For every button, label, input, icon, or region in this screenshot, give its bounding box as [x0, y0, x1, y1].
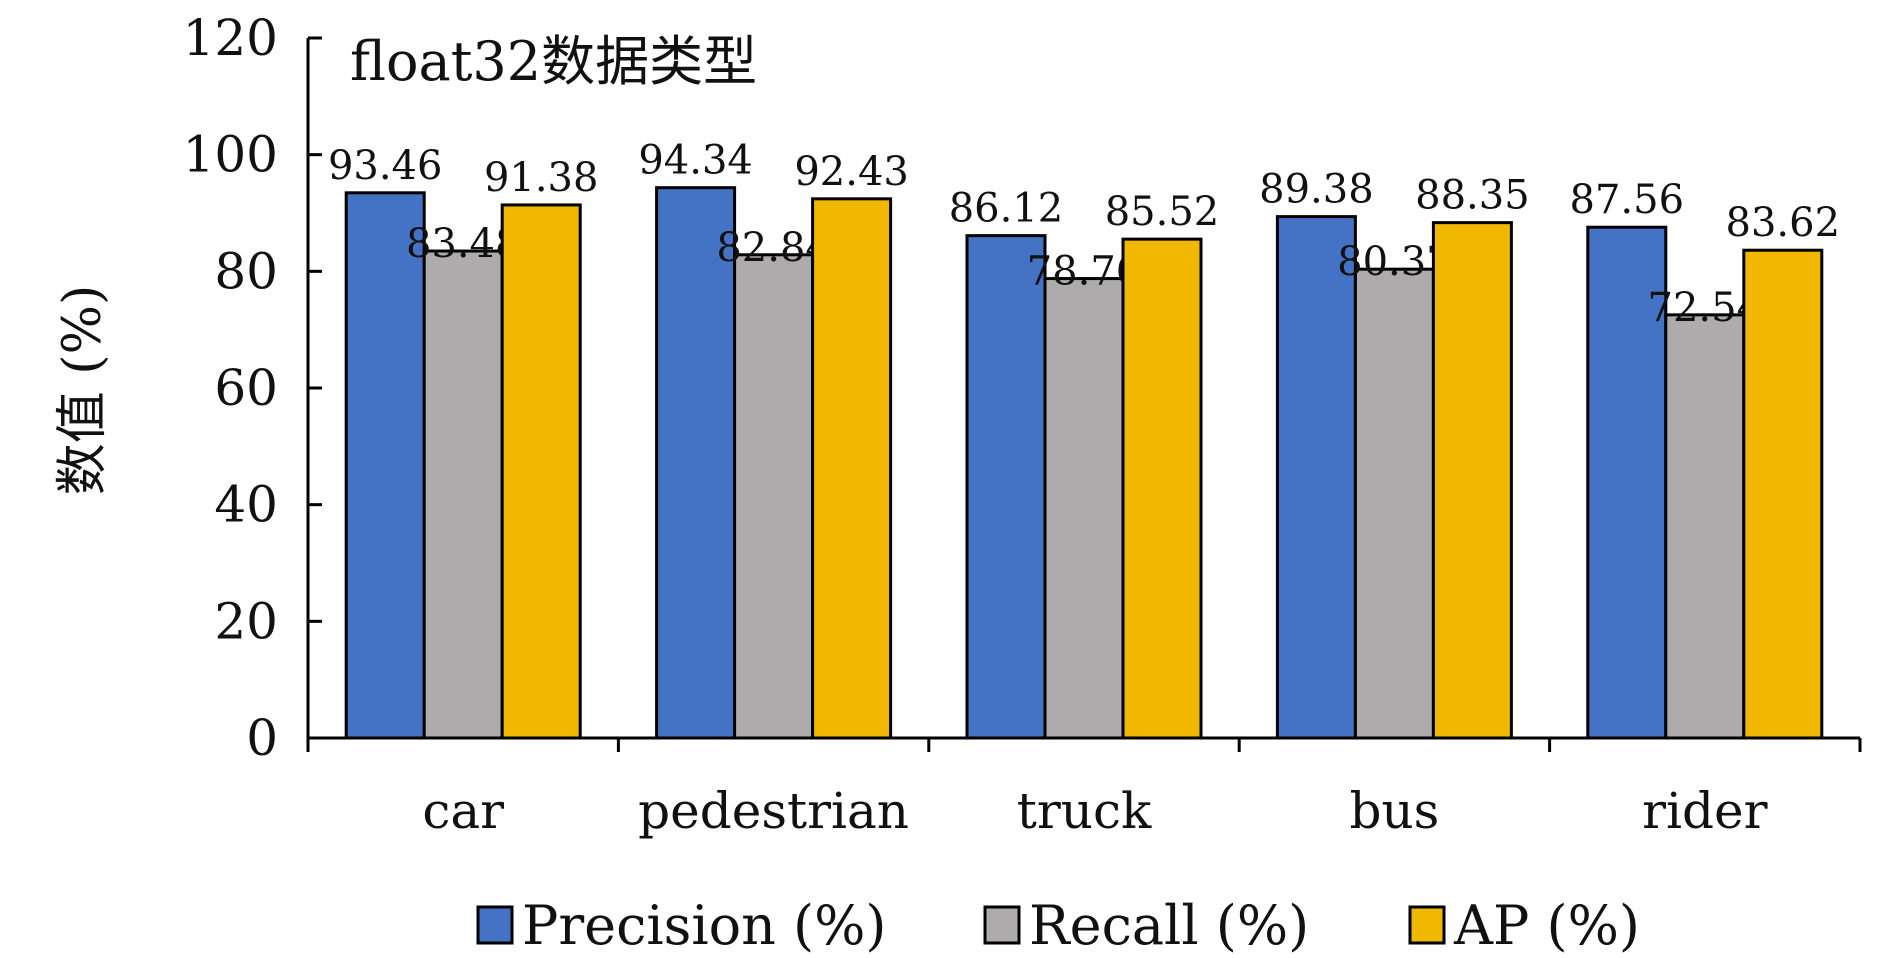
legend-label: AP (%) — [1453, 894, 1640, 957]
bar — [655, 186, 737, 740]
data-label: 93.46 — [328, 143, 443, 189]
data-label: 89.38 — [1259, 167, 1374, 213]
data-label: 86.12 — [949, 186, 1064, 232]
legend-label: Precision (%) — [522, 894, 887, 957]
bar — [811, 197, 893, 740]
y-tick-label: 80 — [214, 242, 278, 300]
x-tick-label: pedestrian — [638, 782, 909, 840]
legend-swatch — [983, 905, 1021, 945]
bar — [500, 203, 582, 740]
bar — [1121, 237, 1203, 740]
bar — [1664, 313, 1746, 740]
bar — [733, 253, 815, 740]
bar — [1043, 277, 1125, 740]
data-label: 91.38 — [484, 155, 599, 201]
legend-swatch — [476, 905, 514, 945]
bar — [1353, 267, 1435, 740]
y-tick-label: 20 — [214, 592, 278, 650]
data-label: 87.56 — [1570, 177, 1685, 223]
y-tick-label: 100 — [183, 126, 278, 184]
bar — [422, 249, 504, 740]
data-label: 83.62 — [1726, 200, 1841, 246]
y-tick-label: 0 — [246, 709, 278, 767]
x-tick-label: truck — [1017, 782, 1152, 840]
x-tick-label: bus — [1349, 782, 1439, 840]
legend-swatch — [1408, 905, 1446, 945]
bar — [1742, 248, 1824, 740]
legend-label: Recall (%) — [1029, 894, 1309, 957]
bar — [1431, 221, 1513, 740]
y-tick-label: 120 — [183, 9, 278, 67]
bar — [1275, 215, 1357, 740]
bar — [344, 191, 426, 740]
x-tick-label: rider — [1642, 782, 1767, 840]
x-tick-label: car — [422, 782, 504, 840]
y-axis-label: 数值 (%) — [53, 285, 113, 496]
bar — [965, 234, 1047, 740]
data-label: 94.34 — [638, 138, 753, 184]
data-label: 88.35 — [1415, 173, 1530, 219]
data-label: 92.43 — [794, 149, 909, 195]
y-tick-label: 60 — [214, 359, 278, 417]
bar — [1586, 225, 1668, 740]
y-tick-label: 40 — [214, 476, 278, 534]
data-label: 85.52 — [1105, 189, 1220, 235]
legend: Precision (%) Recall (%) AP (%) — [476, 894, 1640, 957]
chart-title: float32数据类型 — [350, 30, 757, 93]
